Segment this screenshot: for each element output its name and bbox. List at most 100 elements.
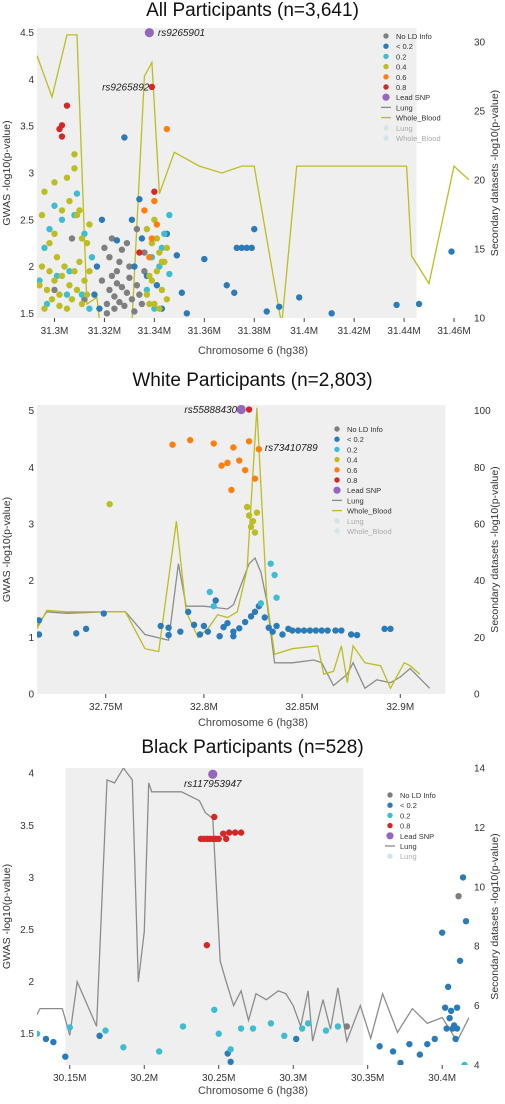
- point-0-4: [38, 211, 46, 219]
- point-no-ld-info: [106, 253, 113, 261]
- point-0-4: [63, 305, 71, 312]
- point-0-2: [210, 602, 217, 610]
- point-0-2: [456, 957, 464, 964]
- legend-swatch: [387, 802, 393, 808]
- point-0-2: [185, 608, 192, 616]
- point-0-2: [50, 1038, 57, 1046]
- x-axis-label: Chromosome 6 (hg38): [198, 1085, 308, 1097]
- y-tick-label: 4.5: [20, 28, 34, 39]
- point-0-2: [204, 628, 212, 635]
- y-tick-label: 1.5: [20, 309, 34, 320]
- point-0-6: [210, 440, 217, 447]
- point-0-2: [42, 1035, 50, 1043]
- line-whole-blood: [37, 407, 421, 690]
- point-0-2: [151, 305, 158, 312]
- point-0-2: [43, 300, 51, 308]
- y-tick-label: 4: [28, 463, 34, 474]
- x-tick-label: 30.15M: [53, 1073, 86, 1084]
- y-tick-label: 2: [28, 262, 34, 273]
- x-tick-label: 30.35M: [351, 1073, 384, 1084]
- x-axis-label: Chromosome 6 (hg38): [198, 345, 308, 357]
- point-0-2: [265, 624, 272, 631]
- y-axis-label: GWAS -log10(p-value): [1, 497, 13, 602]
- point-0-8: [225, 829, 233, 836]
- y2-tick-label: 12: [474, 823, 486, 834]
- point-0-2: [190, 621, 198, 629]
- y-tick-label: 3.5: [20, 821, 34, 832]
- point-0-6: [153, 221, 161, 228]
- point-no-ld-info: [136, 291, 143, 298]
- line-whole-blood: [37, 34, 469, 318]
- point-0-6: [146, 253, 153, 261]
- point-0-2: [220, 623, 227, 631]
- point-0-4: [156, 305, 163, 312]
- point-0-2: [324, 627, 331, 634]
- point-0-2: [248, 244, 255, 252]
- legend-swatch: [383, 63, 389, 70]
- point-no-ld-info: [108, 272, 116, 280]
- point-0-2: [289, 627, 296, 634]
- point-0-4: [148, 239, 156, 247]
- point-0-2: [263, 308, 270, 315]
- point-no-ld-info: [106, 286, 113, 294]
- snp-annotation: rs55888430: [184, 405, 237, 416]
- point-0-6: [163, 125, 171, 133]
- point-0-6: [228, 486, 235, 494]
- point-0-4: [51, 277, 58, 284]
- legend-swatch: [334, 518, 340, 524]
- point-no-ld-info: [455, 892, 462, 900]
- y2-tick-label: 100: [474, 406, 491, 417]
- point-0-2: [267, 1020, 275, 1027]
- secondary-lines: [37, 407, 431, 690]
- point-0-2: [82, 625, 90, 633]
- point-lead-snp: [236, 405, 246, 415]
- point-0-2: [461, 1061, 468, 1065]
- legend-label: No LD Info: [400, 791, 436, 800]
- y-tick-label: 2.5: [20, 215, 34, 226]
- legend-label: 0.4: [396, 63, 406, 72]
- point-0-2: [223, 282, 230, 289]
- point-0-2: [334, 1023, 342, 1030]
- point-0-2: [37, 1030, 41, 1037]
- point-no-ld-info: [111, 293, 118, 300]
- point-0-2: [453, 1004, 461, 1011]
- point-0-4: [38, 263, 46, 270]
- point-0-2: [37, 277, 43, 284]
- point-no-ld-info: [113, 280, 121, 287]
- legend-label: 0.4: [347, 456, 357, 465]
- point-0-2: [73, 630, 80, 637]
- x-tick-label: 30.25M: [202, 1073, 235, 1084]
- x-tick-label: 31.46M: [437, 326, 470, 337]
- snp-annotation: rs117953947: [184, 779, 242, 790]
- legend-swatch: [383, 84, 389, 90]
- point-0-2: [347, 631, 355, 638]
- point-0-6: [186, 436, 194, 444]
- legend-swatch: [387, 822, 393, 829]
- legend-label: Lung: [347, 517, 364, 526]
- point-no-ld-info: [98, 277, 106, 284]
- point-0-2: [96, 1032, 103, 1040]
- black-participants-panel: Black Participants (n=528) 1.5 2 2.5 3 3.5 4 4…: [0, 735, 505, 1104]
- point-0-2: [63, 291, 71, 298]
- legend-swatch: [387, 853, 393, 859]
- point-0-2: [215, 1030, 222, 1037]
- legend-label: < 0.2: [347, 435, 364, 444]
- point-0-2: [376, 1043, 383, 1050]
- y-tick-label: 2: [28, 576, 34, 587]
- point-no-ld-info: [343, 1023, 351, 1030]
- point-0-2: [120, 1044, 127, 1051]
- point-0-4: [46, 268, 53, 275]
- point-0-4: [41, 305, 48, 312]
- shaded-region: [37, 28, 417, 318]
- point-0-4: [163, 296, 171, 303]
- point-0-8: [203, 941, 211, 949]
- all-participants-chart: 1.5 2 2.5 3 3.5 4 4.5 10 15 20 25 30 31.3M 31.32M 31.3…: [1, 28, 501, 357]
- point-0-2: [353, 631, 361, 639]
- point-0-2: [444, 983, 452, 991]
- legend-swatch: [334, 446, 340, 453]
- point-0-2: [165, 631, 172, 639]
- point-0-2: [158, 244, 166, 252]
- y-tick-label: 2.5: [20, 925, 34, 936]
- point-0-2: [86, 305, 93, 312]
